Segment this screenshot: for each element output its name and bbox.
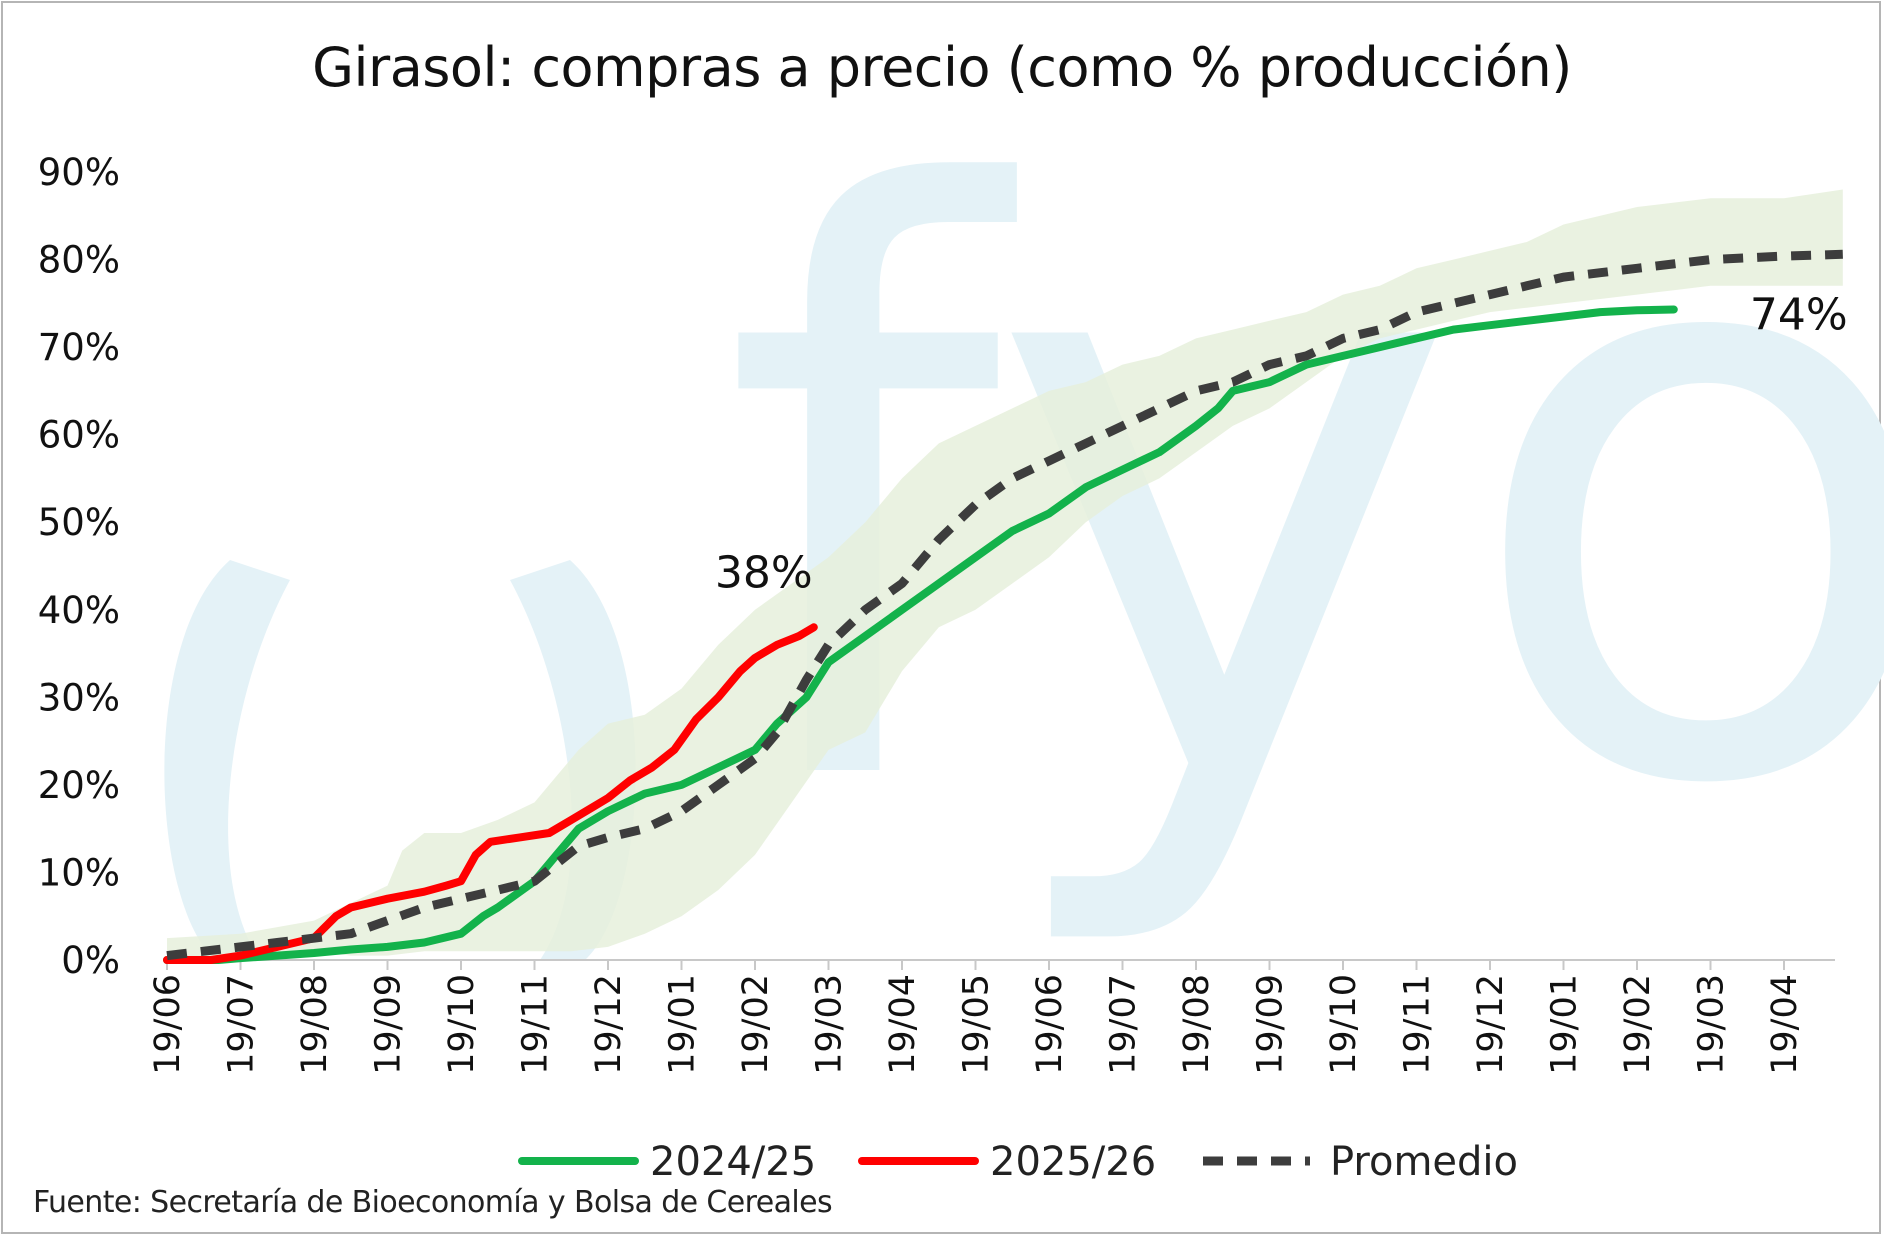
x-tick-label: 19/09 [369,974,409,1075]
legend-label-promedio: Promedio [1330,1139,1518,1185]
y-tick-label: 50% [38,501,120,544]
series-line-2025-26 [163,623,818,964]
x-tick-label: 19/03 [810,974,850,1075]
x-tick-label: 19/04 [883,974,923,1075]
end-label-2025-26: 38% [715,547,813,598]
x-tick-label: 19/04 [1765,974,1805,1075]
labels-layer: 74% 38% [715,289,1848,598]
source-note: Fuente: Secretaría de Bioeconomía y Bols… [33,1185,833,1220]
x-tick-label: 19/10 [1324,974,1364,1075]
x-tick-label: 19/01 [1545,974,1585,1075]
legend: 2024/25 2025/26 Promedio [518,1139,1518,1185]
axes-layer: 0% 10% 20% 30% 40% 50% 60% 70% 80% 90% 19/06 19/07 1… [38,151,1835,1075]
x-tick-label: 19/07 [1104,974,1144,1075]
x-tick-label: 19/06 [148,974,188,1075]
x-tick-label: 19/03 [1692,974,1732,1075]
x-tick-label: 19/10 [442,974,482,1075]
x-tick-label: 19/11 [516,974,556,1075]
x-tick-label: 19/08 [1177,974,1217,1075]
x-tick-label: 19/02 [736,974,776,1075]
x-tick-label: 19/02 [1618,974,1658,1075]
chart-title: Girasol: compras a precio (como % produc… [312,36,1572,99]
legend-label-2025-26: 2025/26 [990,1139,1156,1185]
series-layer [163,249,1843,964]
x-tick-label: 19/06 [1030,974,1070,1075]
x-tick-label: 19/12 [1471,974,1511,1075]
y-tick-label: 60% [38,414,120,457]
y-tick-label: 20% [38,764,120,807]
y-tick-label: 80% [38,239,120,282]
x-tick-label: 19/08 [295,974,335,1075]
x-tick-label: 19/07 [222,974,262,1075]
legend-label-2024-25: 2024/25 [650,1139,816,1185]
y-tick-label: 30% [38,676,120,719]
range-band [167,189,1843,960]
y-tick-label: 70% [38,326,120,369]
end-label-2024-25: 74% [1750,289,1848,340]
watermark-arc-left [164,560,290,960]
y-tick-label: 40% [38,589,120,632]
y-tick-label: 0% [61,939,120,982]
x-tick-label: 19/12 [589,974,629,1075]
series-line-2024-25 [163,305,1678,964]
y-tick-label: 10% [38,851,120,894]
range-band-layer [167,189,1843,960]
x-tick-label: 19/05 [957,974,997,1075]
x-tick-label: 19/01 [663,974,703,1075]
series-line-promedio [166,249,1843,961]
y-tick-label: 90% [38,151,120,194]
x-tick-label: 19/09 [1251,974,1291,1075]
x-tick-label: 19/11 [1398,974,1438,1075]
